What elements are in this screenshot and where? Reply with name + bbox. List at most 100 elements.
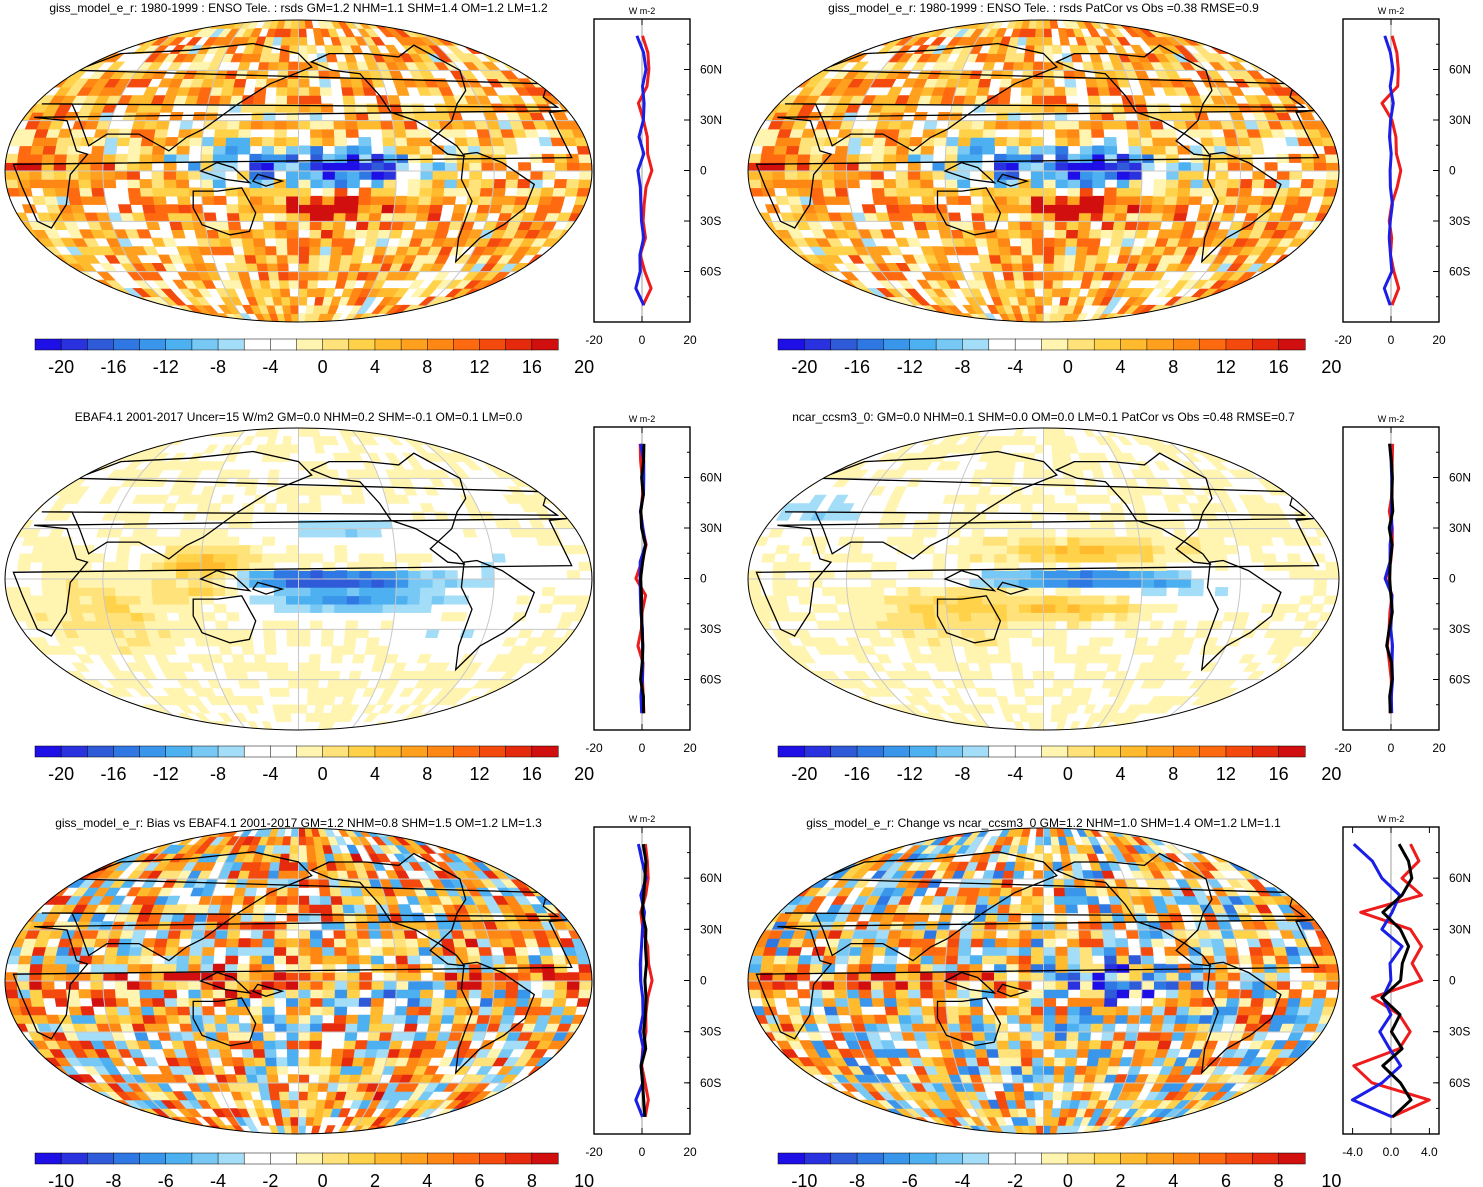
heat-cell bbox=[1017, 36, 1028, 46]
heat-cell bbox=[970, 603, 984, 613]
heat-cell bbox=[1137, 212, 1152, 222]
colorbar-box bbox=[962, 745, 990, 758]
heat-cell bbox=[76, 654, 95, 664]
heat-cell bbox=[114, 162, 128, 172]
colorbar-tick-label: 12 bbox=[470, 357, 490, 377]
heat-cell bbox=[888, 721, 914, 730]
heat-cell bbox=[166, 61, 184, 71]
colorbar-tick-label: 8 bbox=[1168, 357, 1178, 377]
heat-cell bbox=[1022, 262, 1034, 273]
heat-cell bbox=[799, 195, 815, 205]
colorbar-tick-label: 12 bbox=[1216, 764, 1236, 784]
colorbar-box bbox=[322, 745, 350, 758]
heat-cell bbox=[1017, 296, 1028, 306]
heat-cell bbox=[318, 262, 331, 273]
heat-cell bbox=[137, 313, 163, 322]
heat-cell bbox=[167, 620, 182, 630]
heat-cell bbox=[309, 95, 322, 105]
heat-cell bbox=[90, 587, 105, 597]
heat-cell bbox=[1052, 271, 1065, 281]
heat-cell bbox=[188, 561, 202, 571]
heat-cell bbox=[262, 120, 276, 130]
heat-cell bbox=[1173, 212, 1188, 222]
heat-cell bbox=[1126, 128, 1141, 138]
heat-cell bbox=[1006, 187, 1020, 197]
heat-cell bbox=[784, 179, 799, 189]
heat-cell bbox=[883, 503, 900, 513]
heat-cell bbox=[358, 137, 372, 147]
heat-cell bbox=[1026, 304, 1037, 314]
heat-cell bbox=[214, 620, 229, 630]
heat-cell bbox=[872, 195, 887, 205]
heat-cell bbox=[970, 137, 984, 147]
colorbar-tick-label: -4 bbox=[1007, 357, 1023, 377]
heat-cell bbox=[383, 179, 397, 189]
heat-cell bbox=[176, 145, 190, 155]
heat-cell bbox=[934, 612, 949, 622]
heat-cell bbox=[345, 204, 359, 214]
heat-cell bbox=[444, 461, 464, 471]
heat-cell bbox=[410, 704, 429, 714]
heat-cell bbox=[921, 195, 936, 205]
heat-cell bbox=[380, 212, 394, 222]
heat-cell bbox=[334, 603, 348, 613]
heat-cell bbox=[761, 145, 776, 155]
heat-cell bbox=[334, 570, 348, 580]
heat-cell bbox=[772, 170, 786, 180]
heat-cell bbox=[917, 428, 941, 437]
colorbar-box bbox=[1146, 338, 1174, 351]
heat-cell bbox=[440, 20, 467, 29]
heat-cell bbox=[1141, 162, 1155, 172]
heat-cell bbox=[982, 545, 996, 555]
heat-cell bbox=[516, 595, 531, 605]
heat-cell bbox=[339, 254, 353, 264]
heat-cell bbox=[1292, 246, 1312, 256]
unit-label: W m-2 bbox=[1378, 414, 1405, 424]
heat-cell bbox=[875, 654, 892, 664]
heat-cell bbox=[427, 313, 453, 322]
heat-cell bbox=[256, 262, 269, 273]
coastline bbox=[454, 559, 536, 672]
heat-cell bbox=[394, 603, 408, 613]
heat-cell bbox=[1236, 137, 1252, 147]
colorbar-tick-label: -8 bbox=[954, 764, 970, 784]
heat-cell bbox=[1043, 603, 1057, 613]
heat-cell bbox=[126, 162, 141, 172]
heat-cell bbox=[391, 212, 406, 222]
heat-cell bbox=[896, 187, 910, 197]
heat-cell bbox=[1128, 179, 1143, 189]
heat-cell bbox=[407, 553, 421, 563]
heat-cell bbox=[1069, 288, 1081, 298]
heat-cell bbox=[896, 313, 920, 322]
heat-cell bbox=[1140, 313, 1163, 322]
heat-cell bbox=[1157, 103, 1172, 113]
heat-cell bbox=[122, 1125, 150, 1134]
heat-cell bbox=[155, 620, 170, 630]
heat-cell bbox=[418, 137, 433, 147]
heat-cell bbox=[459, 304, 484, 314]
xtick-label: 0 bbox=[1388, 333, 1395, 347]
heat-cell bbox=[1091, 145, 1106, 155]
heat-cell bbox=[999, 254, 1013, 264]
heat-cell bbox=[1242, 288, 1267, 298]
heat-cell bbox=[1140, 86, 1156, 96]
heat-cell bbox=[121, 712, 147, 722]
heat-cell bbox=[407, 721, 431, 730]
heat-cell bbox=[811, 603, 827, 613]
heat-cell bbox=[1161, 212, 1176, 222]
heat-cell bbox=[466, 712, 492, 722]
heat-cell bbox=[201, 195, 215, 205]
heat-cell bbox=[444, 578, 458, 588]
coastline bbox=[1054, 44, 1213, 157]
heat-cell bbox=[249, 187, 263, 197]
heat-cell bbox=[1140, 145, 1155, 155]
heat-cell bbox=[1116, 187, 1130, 197]
heat-cell bbox=[797, 179, 811, 189]
heat-cell bbox=[994, 595, 1008, 605]
heat-cell bbox=[1010, 254, 1023, 264]
heat-cell bbox=[1079, 179, 1094, 189]
heat-cell bbox=[931, 313, 954, 322]
heat-cell bbox=[1146, 721, 1170, 730]
heat-cell bbox=[274, 204, 287, 214]
heat-cell bbox=[1074, 254, 1088, 264]
